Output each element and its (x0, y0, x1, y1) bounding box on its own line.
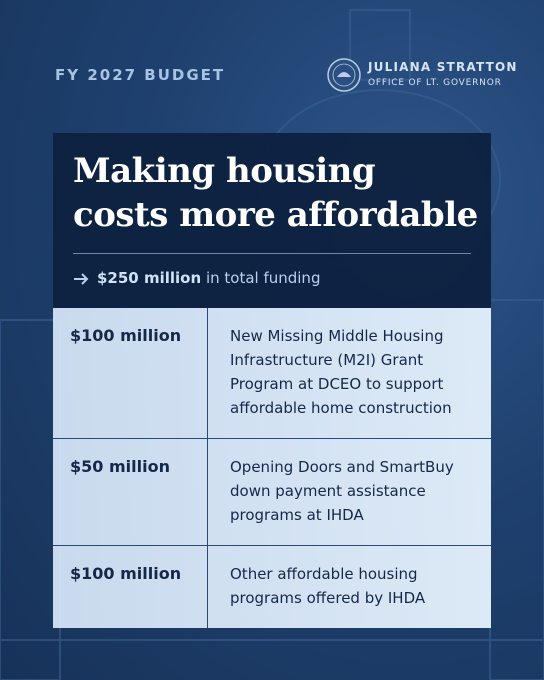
table-row: $100 million Other affordable housing pro… (53, 546, 491, 628)
table-row: $50 million Opening Doors and SmartBuy do… (53, 439, 491, 546)
funding-amount: $250 million (97, 269, 202, 287)
org-subtitle: OFFICE OF LT. GOVERNOR (368, 78, 502, 88)
table-row: $100 million New Missing Middle Housing I… (53, 308, 491, 439)
funding-line: $250 million in total funding (73, 269, 320, 287)
amount-cell: $100 million (53, 308, 208, 438)
org-name: JULIANA STRATTON (368, 60, 518, 74)
description-cell: New Missing Middle Housing Infrastructur… (230, 327, 452, 417)
description-cell: Opening Doors and SmartBuy down payment … (230, 458, 454, 524)
title-line: Making housing (73, 151, 376, 191)
org-block: JULIANA STRATTON OFFICE OF LT. GOVERNOR (368, 60, 518, 88)
amount-cell: $50 million (53, 439, 208, 545)
title-panel: Making housing costs more affordable $25… (53, 133, 491, 308)
funding-table: $100 million New Missing Middle Housing I… (53, 308, 491, 628)
amount-cell: $100 million (53, 546, 208, 628)
description-cell: Other affordable housing programs offere… (230, 565, 426, 607)
budget-label: FY 2027 BUDGET (55, 66, 226, 84)
arrow-icon (74, 272, 89, 285)
title-line: costs more affordable (73, 195, 478, 235)
funding-text: in total funding (205, 269, 321, 287)
divider (73, 253, 471, 254)
seal-icon (327, 58, 361, 92)
